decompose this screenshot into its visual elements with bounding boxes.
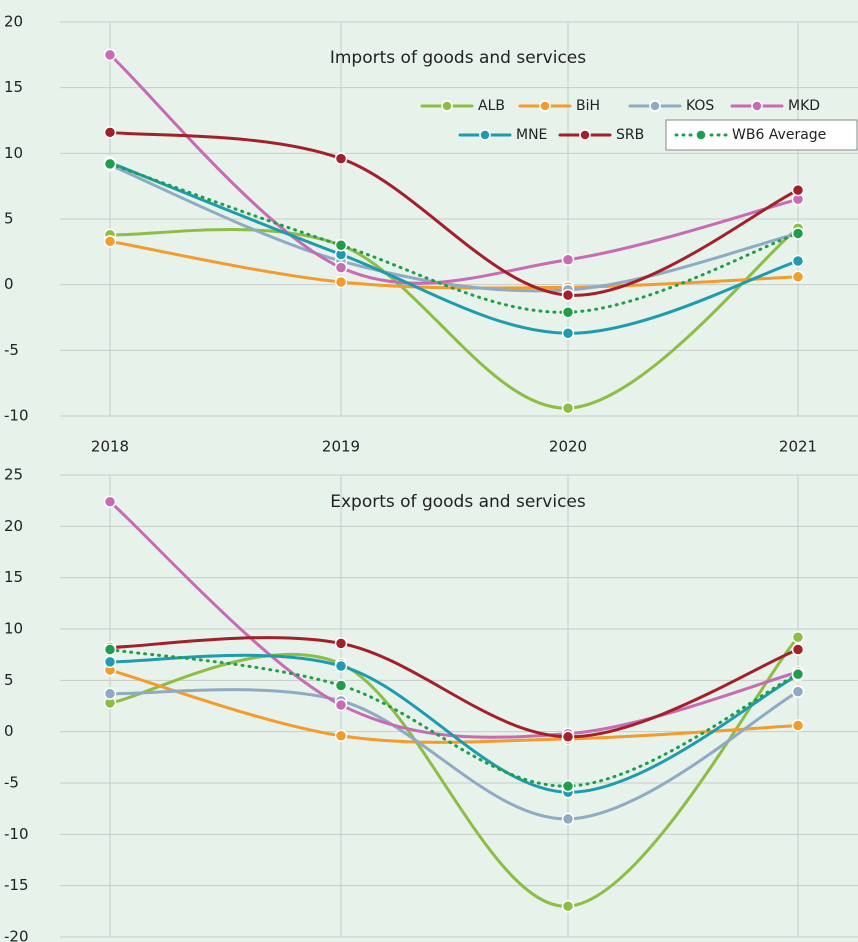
y-tick-label: 15 (4, 78, 23, 96)
point (561, 779, 575, 793)
series-line (108, 668, 800, 744)
y-tick-label: 5 (4, 671, 14, 689)
y-tick-label: 0 (4, 275, 14, 293)
legend-marker (751, 100, 763, 112)
point (334, 679, 348, 692)
y-tick-label: -15 (4, 876, 29, 894)
x-tick-label: 2020 (549, 438, 587, 456)
point (561, 730, 575, 744)
point (561, 288, 575, 302)
point (334, 275, 348, 289)
series-line (108, 162, 800, 314)
legend-marker (579, 129, 591, 141)
point (103, 235, 117, 248)
series-line (108, 635, 800, 908)
point (791, 183, 805, 197)
series-line (108, 163, 800, 293)
y-tick-label: 20 (4, 13, 23, 31)
series-line (108, 226, 800, 410)
legend-marker (649, 100, 661, 112)
point (334, 261, 348, 274)
y-tick-label: 10 (4, 144, 23, 162)
legend-label: BiH (576, 98, 600, 114)
point (334, 698, 348, 712)
series-line (108, 636, 800, 739)
point (103, 655, 117, 669)
x-tick-label: 2021 (779, 438, 817, 456)
series-line (108, 500, 800, 739)
point (103, 48, 117, 62)
point (791, 227, 805, 240)
legend-marker (539, 100, 551, 112)
legend-label: MKD (788, 98, 820, 114)
series-line (108, 53, 800, 285)
point (334, 729, 348, 743)
legend-label: KOS (686, 98, 714, 114)
legend-marker (441, 100, 453, 112)
point (791, 630, 805, 644)
series-line (108, 653, 800, 794)
point (334, 152, 348, 165)
point (791, 719, 805, 732)
legend-label: WB6 Average (732, 127, 826, 143)
point (103, 126, 117, 139)
y-tick-label: 20 (4, 517, 23, 535)
y-tick-label: -10 (4, 407, 29, 425)
legend-label: ALB (478, 98, 505, 114)
point (791, 643, 805, 656)
point (103, 687, 117, 700)
point (103, 157, 117, 171)
point (791, 270, 805, 284)
legend-marker (695, 129, 707, 141)
point (334, 659, 348, 673)
point (561, 899, 575, 913)
point (103, 495, 117, 508)
y-tick-label: 15 (4, 568, 23, 586)
y-tick-label: -5 (4, 774, 19, 792)
y-tick-label: 0 (4, 722, 14, 740)
y-tick-label: -20 (4, 928, 29, 942)
legend-label: MNE (516, 127, 547, 143)
point (791, 667, 805, 681)
point (561, 327, 575, 340)
point (334, 637, 348, 650)
x-tick-label: 2018 (91, 438, 129, 456)
y-tick-label: 25 (4, 466, 23, 484)
y-tick-label: -5 (4, 341, 19, 359)
y-tick-label: 5 (4, 210, 14, 228)
series-line (108, 688, 800, 821)
x-tick-label: 2019 (322, 438, 360, 456)
point (561, 253, 575, 266)
series-line (108, 130, 800, 297)
series-line (108, 161, 800, 335)
chart-title: Imports of goods and services (330, 48, 586, 68)
y-tick-label: 10 (4, 620, 23, 638)
series-line (108, 648, 800, 788)
y-tick-label: -10 (4, 825, 29, 843)
point (561, 812, 575, 826)
legend-marker (479, 129, 491, 141)
point (791, 254, 805, 268)
point (561, 305, 575, 319)
legend-label: SRB (616, 127, 644, 143)
point (791, 685, 805, 698)
point (561, 401, 575, 415)
point (334, 239, 348, 252)
chart-title: Exports of goods and services (330, 492, 586, 512)
point (103, 643, 117, 656)
